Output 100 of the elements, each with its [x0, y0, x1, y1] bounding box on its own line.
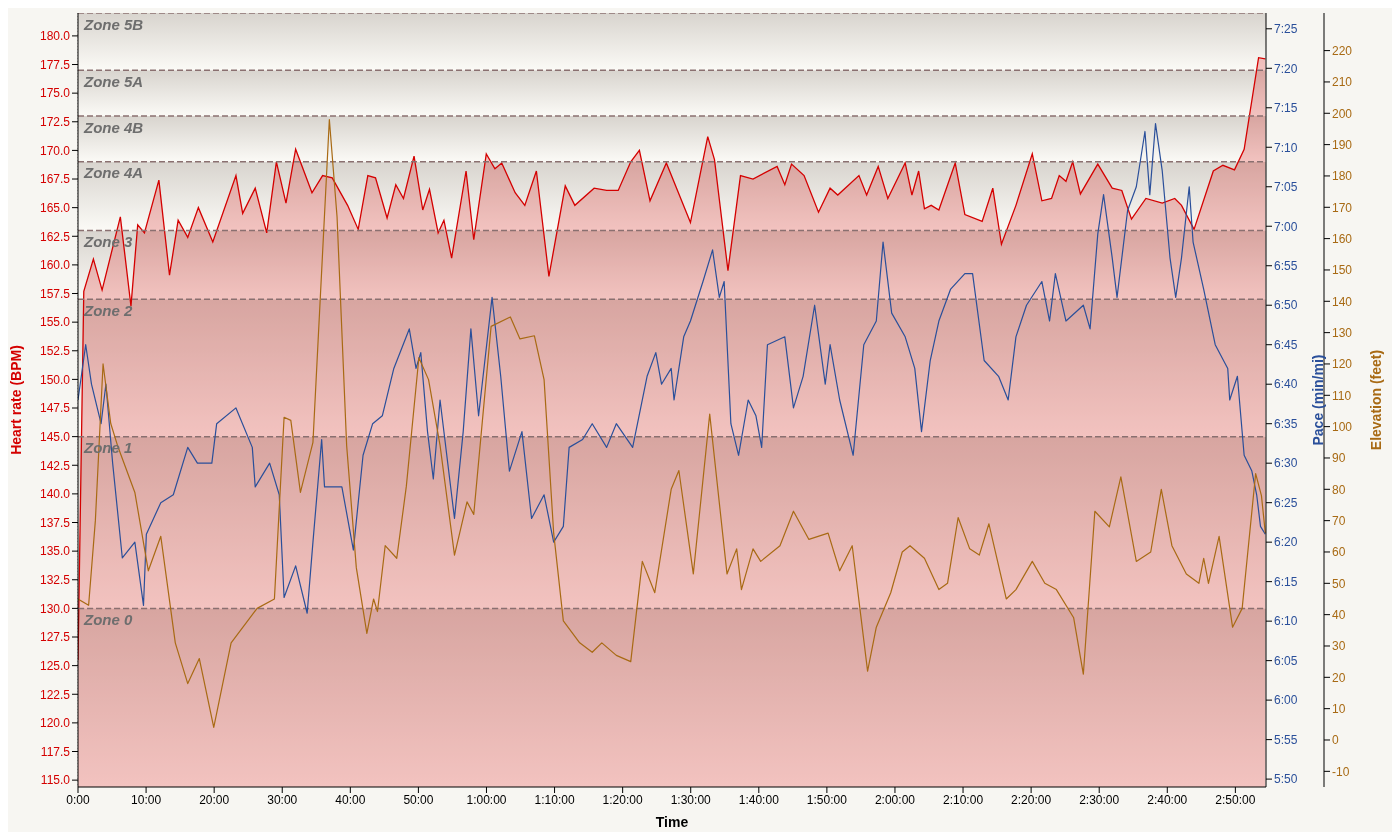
- y2-tick-label: 6:15: [1274, 574, 1298, 589]
- y3-tick-label: -10: [1332, 764, 1350, 779]
- x-tick-label: 50:00: [403, 792, 434, 807]
- y3-tick-label: 70: [1332, 513, 1346, 528]
- y-tick-label: 172.5: [39, 115, 71, 130]
- y-tick-label: 145.0: [39, 429, 71, 444]
- y3-tick-label: 160: [1332, 231, 1353, 246]
- y2-tick-label: 6:35: [1274, 416, 1298, 431]
- y3-tick-label: 40: [1332, 607, 1346, 622]
- y3-tick-label: 200: [1332, 106, 1353, 121]
- y3-tick-label: 210: [1332, 75, 1353, 90]
- x-tick-label: 2:30:00: [1079, 792, 1120, 807]
- y-tick-label: 177.5: [39, 57, 71, 72]
- y-tick-label: 125.0: [39, 658, 71, 673]
- y2-tick-label: 6:40: [1274, 377, 1298, 392]
- y-tick-label: 142.5: [39, 458, 71, 473]
- band-label: Zone 5A: [83, 72, 144, 90]
- y2-tick-label: 6:00: [1274, 693, 1298, 708]
- x-tick-label: 2:10:00: [943, 792, 984, 807]
- line-series: [78, 118, 1266, 729]
- y3-tick-label: 20: [1332, 670, 1346, 685]
- x-tick-label: 0:00: [66, 792, 90, 807]
- x-tick-label: 2:20:00: [1011, 792, 1052, 807]
- y2-tick-label: 7:05: [1274, 180, 1298, 195]
- x-tick-label: 2:50:00: [1215, 792, 1256, 807]
- y3-tick-label: 100: [1332, 419, 1353, 434]
- y-tick-label: 152.5: [39, 344, 71, 359]
- x-tick-label: 2:00:00: [874, 792, 916, 807]
- y-tick-label: 140.0: [39, 487, 71, 502]
- x-tick-label: 1:50:00: [806, 792, 848, 807]
- line-series: [78, 122, 1266, 614]
- x-tick-label: 1:10:00: [534, 792, 575, 807]
- x-tick-label: 40:00: [335, 792, 366, 807]
- y3-axis-title: Elevation (feet): [1367, 349, 1384, 451]
- y3-tick-label: 130: [1332, 325, 1353, 340]
- x-tick-label: 1:20:00: [602, 792, 643, 807]
- y-tick-label: 160.0: [39, 258, 71, 273]
- x-tick-label: 1:00:00: [466, 792, 507, 807]
- y2-tick-label: 6:05: [1274, 653, 1298, 668]
- y-tick-label: 170.0: [39, 143, 71, 158]
- y2-tick-label: 7:20: [1274, 61, 1298, 76]
- y3-tick-label: 0: [1332, 733, 1339, 748]
- y-tick-label: 165.0: [39, 200, 71, 215]
- y2-axis-title: Pace (min/mi): [1309, 354, 1326, 446]
- y3-tick-label: 50: [1332, 576, 1346, 591]
- y-tick-label: 135.0: [39, 544, 71, 559]
- y2-tick-label: 6:50: [1274, 298, 1298, 313]
- y2-tick-label: 6:25: [1274, 495, 1298, 510]
- band-label: Zone 2: [83, 301, 133, 319]
- y-tick-label: 127.5: [39, 630, 71, 645]
- y2-tick-label: 6:20: [1274, 535, 1298, 550]
- y-tick-label: 162.5: [39, 229, 71, 244]
- y-tick-label: 155.0: [39, 315, 71, 330]
- y3-tick-label: 90: [1332, 451, 1346, 466]
- y2-tick-label: 6:45: [1274, 337, 1298, 352]
- y2-tick-label: 6:55: [1274, 258, 1298, 273]
- y-tick-label: 137.5: [39, 515, 71, 530]
- y3-tick-label: 60: [1332, 545, 1346, 560]
- y2-tick-label: 5:50: [1274, 772, 1298, 787]
- x-tick-label: 30:00: [267, 792, 298, 807]
- y3-tick-label: 170: [1332, 200, 1353, 215]
- y2-tick-label: 7:10: [1274, 140, 1298, 155]
- x-tick-label: 1:30:00: [670, 792, 712, 807]
- y-tick-label: 175.0: [39, 86, 71, 101]
- y2-tick-label: 7:25: [1274, 22, 1298, 37]
- y2-tick-label: 6:10: [1274, 614, 1298, 629]
- y3-tick-label: 150: [1332, 263, 1353, 278]
- y-tick-label: 150.0: [39, 372, 71, 387]
- y3-tick-label: 120: [1332, 357, 1353, 372]
- y3-tick-label: 30: [1332, 639, 1346, 654]
- x-tick-label: 20:00: [199, 792, 230, 807]
- band-label: Zone 5B: [83, 15, 144, 33]
- x-tick-label: 1:40:00: [738, 792, 780, 807]
- y-tick-label: 167.5: [39, 172, 71, 187]
- y-tick-label: 130.0: [39, 601, 71, 616]
- y2-tick-label: 6:30: [1274, 456, 1298, 471]
- band-label: Zone 4B: [83, 118, 144, 136]
- y-tick-label: 157.5: [39, 286, 71, 301]
- y3-tick-label: 10: [1332, 701, 1346, 716]
- y-tick-label: 180.0: [39, 29, 71, 44]
- y-tick-label: 147.5: [39, 401, 71, 416]
- y3-tick-label: 180: [1332, 169, 1353, 184]
- band-label: Zone 0: [83, 611, 133, 629]
- y-tick-label: 115.0: [40, 773, 71, 788]
- band-label: Zone 4A: [83, 164, 144, 182]
- x-tick-label: 2:40:00: [1147, 792, 1188, 807]
- y3-tick-label: 190: [1332, 137, 1353, 152]
- y-tick-label: 132.5: [39, 573, 71, 588]
- y-axis-title: Heart rate (BPM): [7, 345, 24, 455]
- y-tick-label: 117.5: [40, 744, 71, 759]
- y-tick-label: 122.5: [39, 687, 71, 702]
- x-axis-title: Time: [655, 814, 689, 830]
- y3-tick-label: 220: [1332, 43, 1353, 58]
- y3-tick-label: 140: [1332, 294, 1353, 309]
- y2-tick-label: 5:55: [1274, 732, 1298, 747]
- y3-tick-label: 110: [1332, 388, 1352, 403]
- x-tick-label: 10:00: [131, 792, 162, 807]
- y2-tick-label: 7:00: [1274, 219, 1298, 234]
- y2-tick-label: 7:15: [1274, 101, 1298, 116]
- y-tick-label: 120.0: [39, 716, 71, 731]
